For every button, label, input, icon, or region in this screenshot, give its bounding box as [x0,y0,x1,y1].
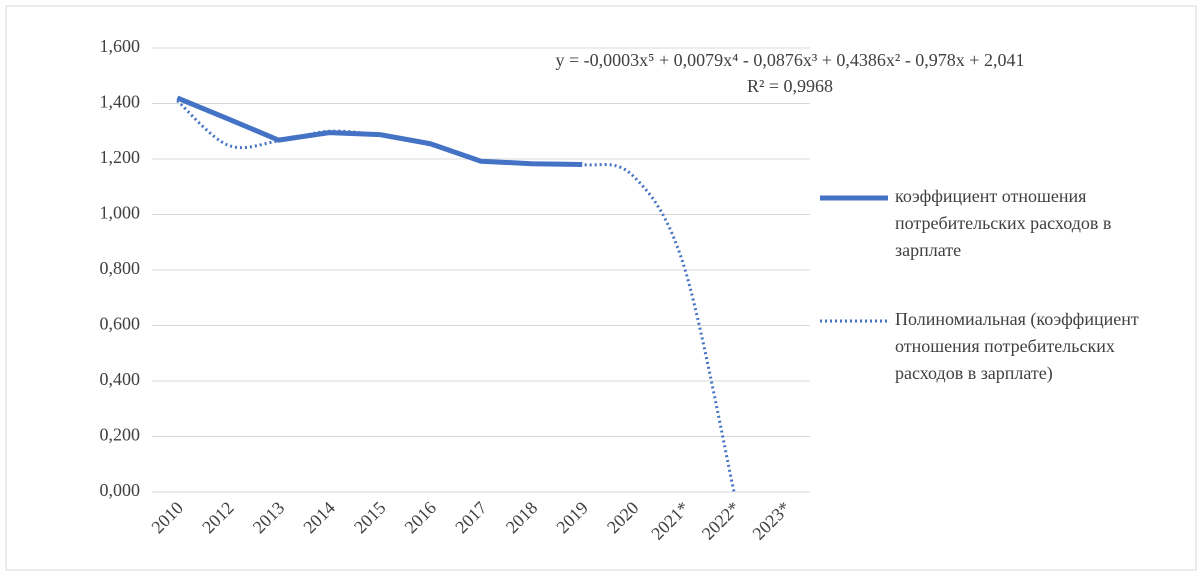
y-tick-label: 0,800 [100,258,141,278]
y-tick-label: 1,400 [100,92,141,112]
y-tick-label: 0,200 [100,425,141,445]
trend-r2: R² = 0,9968 [747,76,833,96]
y-tick-label: 1,600 [100,36,141,56]
trend-line [176,99,736,493]
y-tick-label: 1,000 [100,203,141,223]
y-tick-label: 0,600 [100,314,141,334]
y-tick-label: 0,000 [100,480,141,500]
chart-frame [5,5,1197,571]
trend-equation: y = -0,0003x⁵ + 0,0079x⁴ - 0,0876x³ + 0,… [556,50,1025,70]
legend-label: коэффициент отношения потребительских рас… [895,186,1111,260]
y-tick-label: 1,200 [100,147,141,167]
legend-label: Полиномиальная (коэффициент отношения пот… [895,309,1139,384]
y-tick-label: 0,400 [100,369,141,389]
